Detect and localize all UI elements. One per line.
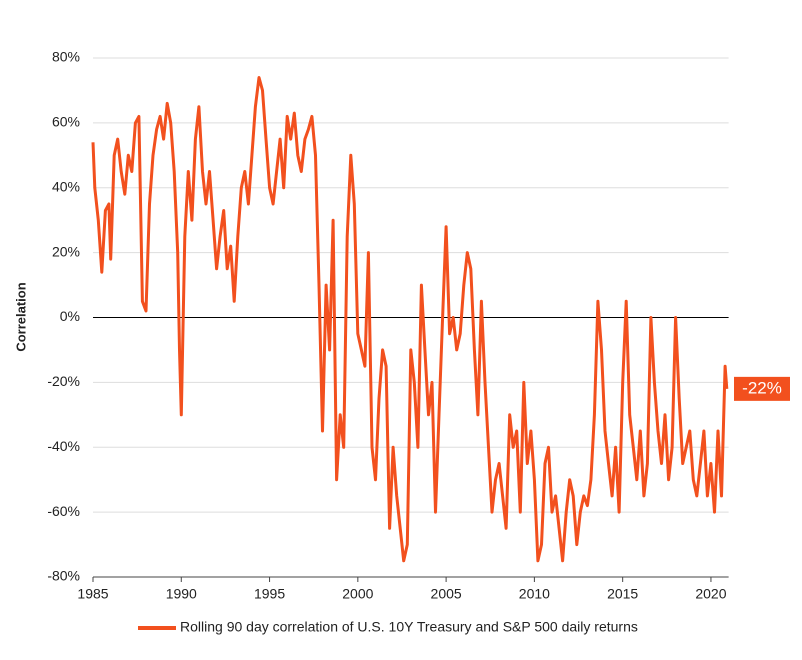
x-tick-label: 1995 bbox=[254, 586, 285, 602]
y-tick-label: 40% bbox=[52, 178, 80, 194]
y-tick-label: 60% bbox=[52, 114, 80, 130]
y-tick-label: -20% bbox=[47, 373, 80, 389]
y-tick-label: -40% bbox=[47, 438, 80, 454]
x-tick-label: 2005 bbox=[431, 586, 462, 602]
y-tick-label: -80% bbox=[47, 568, 80, 584]
legend-label: Rolling 90 day correlation of U.S. 10Y T… bbox=[180, 619, 638, 635]
y-axis-label: Correlation bbox=[13, 282, 28, 351]
y-tick-label: 20% bbox=[52, 243, 80, 259]
end-label-box bbox=[734, 376, 790, 401]
x-tick-label: 1985 bbox=[77, 586, 108, 602]
x-tick-label: 2000 bbox=[342, 586, 373, 602]
series-line bbox=[91, 76, 729, 563]
y-tick-label: -60% bbox=[47, 503, 80, 519]
x-tick-label: 2020 bbox=[695, 586, 726, 602]
end-label: -22% bbox=[742, 378, 782, 397]
y-tick-label: 80% bbox=[52, 49, 80, 65]
x-tick-label: 1990 bbox=[166, 586, 197, 602]
x-tick-label: 2015 bbox=[607, 586, 638, 602]
y-tick-label: 0% bbox=[60, 308, 80, 324]
x-tick-label: 2010 bbox=[519, 586, 550, 602]
